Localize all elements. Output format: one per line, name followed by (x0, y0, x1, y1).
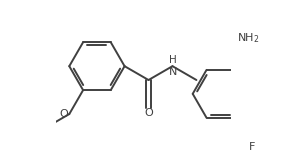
Text: O: O (144, 108, 153, 118)
Text: NH$_2$: NH$_2$ (237, 31, 259, 45)
Text: N: N (169, 67, 177, 77)
Text: O: O (60, 109, 69, 119)
Text: F: F (249, 142, 255, 152)
Text: H: H (169, 55, 177, 65)
